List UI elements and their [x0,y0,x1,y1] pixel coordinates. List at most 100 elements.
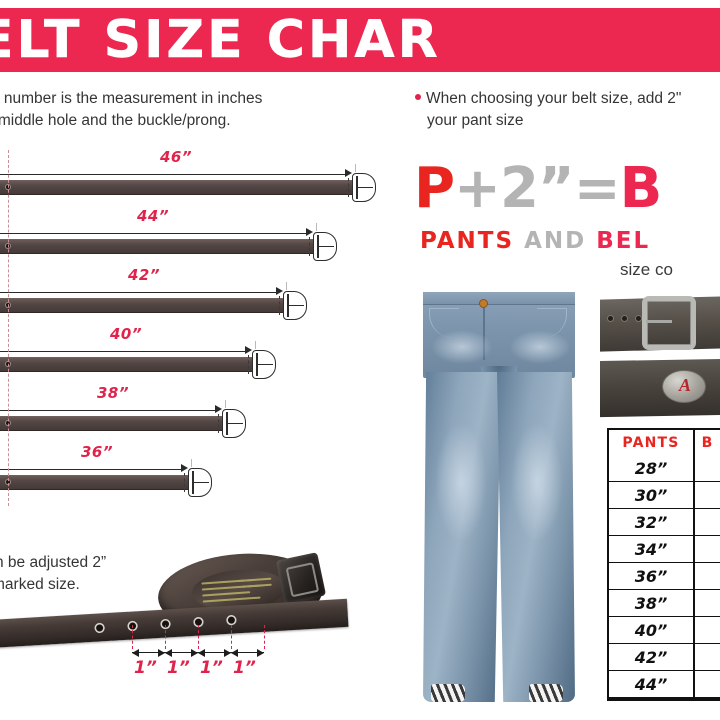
cell-pants-size: 30” [609,481,694,509]
intro-left-line-2: the middle hole and the buckle/prong. [0,112,231,129]
cell-pants-size: 40” [609,616,694,644]
measurement-arrowhead [345,169,352,177]
jeans-fade-right [509,330,571,364]
inch-segment-arrow-right [158,648,165,657]
table-row: 42” [609,643,720,671]
middle-hole-reference-line [8,150,9,506]
inch-segment-arrow-left [165,648,172,657]
inch-segment-arrow-left [198,648,205,657]
jeans-photo [405,292,595,702]
cell-belt-size [693,481,720,509]
inch-segment-line [198,652,231,654]
buckle-fold-line [248,355,249,374]
buckle-prong [192,481,209,484]
belt-interior-stamp [199,573,279,606]
cell-pants-size: 34” [609,535,694,563]
jeans-waistband [423,292,575,305]
inch-segment-label: 1” [200,658,223,678]
cell-pants-size: 32” [609,508,694,536]
formula-legend: PANTS AND BEL [408,228,720,258]
buckle-fold-line [279,296,280,315]
bullet-dot-icon [415,94,421,100]
jeans-fade-left [431,330,493,364]
formula-legend-belt: BEL [596,228,651,254]
hole-guide-line [264,625,265,649]
belt-buckle [218,409,248,438]
measurement-arrowhead [215,405,222,413]
buckle-fold-line [218,414,219,433]
belt-buckle [184,468,214,497]
cell-belt-size [693,670,720,697]
formula-b: B [619,158,663,221]
belt-strap [0,475,190,490]
belt-buckle [248,350,278,379]
belt-photo-hole [636,316,641,321]
measurement-line [0,410,215,411]
intro-left-line-1: size number is the measurement in inches [0,90,263,107]
belt-photo-hole [622,316,627,321]
measurement-arrowhead [245,346,252,354]
cell-belt-size [693,455,720,482]
hole-guide-line [165,625,166,649]
size-conversion-caption: size co [620,260,673,279]
formula-equals: = [573,158,621,221]
concho-letter: A [678,375,691,395]
cell-belt-size [693,643,720,671]
measurement-arrowhead [276,287,283,295]
buckle-prong [317,245,334,248]
cell-pants-size: 44” [634,674,668,694]
cell-belt-size [693,535,720,563]
adjustment-note-line-2: marked size. [0,576,80,593]
cell-belt-size [693,616,720,644]
table-header-pants: PANTS [622,435,680,451]
table-header-belt: B [693,430,720,455]
table-row: 32” [609,508,720,536]
measurement-line [0,469,181,470]
belt-size-label: 44” [137,207,170,225]
inch-segment-label: 1” [134,658,157,678]
jeans-fade-thigh-left [435,422,487,542]
formula-plus-2: +2” [454,158,575,221]
measurement-arrowhead [181,464,188,472]
belt-row: 38” [0,384,390,442]
inch-segment-line [231,652,264,654]
belt-photo-hole [608,316,613,321]
adjustment-note-line-1: t can be adjusted 2” [0,554,107,571]
inch-segment-label: 1” [233,658,256,678]
belt-size-label: 36” [81,443,114,461]
intro-right-line-2: your pant size [427,112,524,129]
buckle-prong [356,186,373,189]
formula-legend-and: AND [524,228,587,254]
inch-segment-arrow-right [224,648,231,657]
coiled-belt-buckle [275,552,327,604]
cell-belt-size [693,589,720,617]
inch-segment-line [165,652,198,654]
adjustment-note: t can be adjusted 2” marked size. [0,552,106,596]
shoe-left [431,684,465,702]
intro-text-right: When choosing your belt size, add 2" you… [415,88,681,132]
measurement-tick [255,341,256,349]
jeans-button-icon [479,299,488,308]
belt-hole [227,616,236,624]
measurement-tick [225,400,226,408]
table-row: 38” [609,589,720,617]
buckle-fold-line [309,237,310,256]
measurement-line [0,174,345,175]
belt-size-label: 40” [110,325,143,343]
formula-p: P [414,158,455,221]
belt-buckle [348,173,378,202]
shoe-right [529,684,563,702]
buckle-fold-line [184,473,185,492]
jeans-fade-thigh-right [511,422,563,542]
belt-row: 46” [0,148,390,206]
belt-size-label: 46” [160,148,193,166]
measurement-line [0,351,245,352]
table-row: 30” [609,481,720,509]
cell-pants-size: 38” [609,589,694,617]
belt-size-label: 38” [97,384,130,402]
measurement-tick [191,459,192,467]
leather-belt-photo: A [600,292,720,420]
belt-row: 36” [0,443,390,501]
inch-segment-arrow-right [191,648,198,657]
